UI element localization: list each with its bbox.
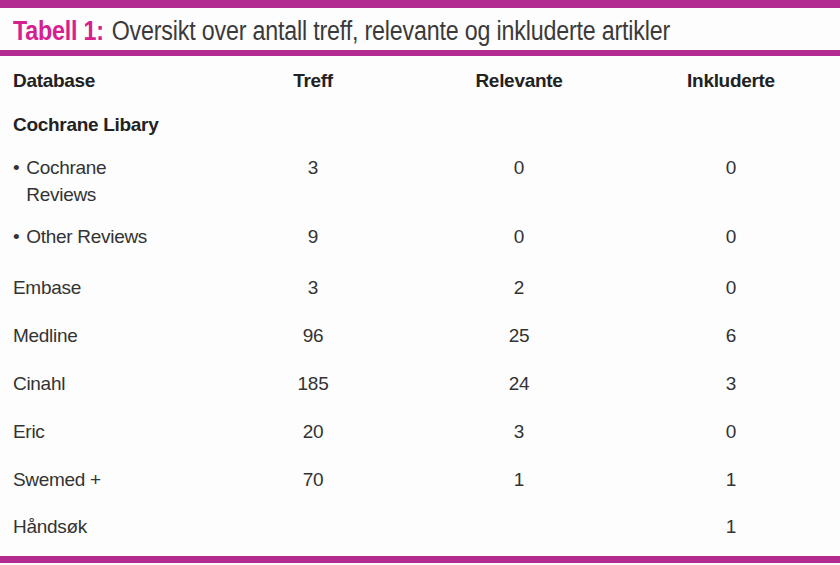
inkluderte-cell: 1 xyxy=(662,505,840,555)
table-caption-description: Oversikt over antall treff, relevante og… xyxy=(112,16,670,46)
relevante-cell: 0 xyxy=(376,146,662,215)
database-cell: Håndsøk xyxy=(0,505,250,555)
bottom-accent-bar xyxy=(0,556,840,563)
relevante-cell xyxy=(376,505,662,555)
inkluderte-cell: 0 xyxy=(662,215,840,266)
table-row-other-reviews: • Other Reviews 9 0 0 xyxy=(0,215,840,266)
relevante-cell: 1 xyxy=(376,458,662,505)
header-row: Database Treff Relevante Inkluderte xyxy=(0,56,840,103)
inkluderte-cell: 0 xyxy=(662,146,840,215)
treff-cell xyxy=(250,103,376,146)
bullet-icon: • xyxy=(13,223,19,250)
relevante-cell: 24 xyxy=(376,362,662,410)
table-row-cochrane-reviews: • Cochrane Reviews 3 0 0 xyxy=(0,146,840,215)
top-accent-bar xyxy=(0,0,840,8)
inkluderte-cell: 0 xyxy=(662,410,840,458)
table-caption: Tabell 1: Oversikt over antall treff, rel… xyxy=(0,8,840,50)
database-cell: Cochrane Libary xyxy=(0,103,250,146)
database-cell: Embase xyxy=(0,266,250,314)
table-row-swemed: Swemed + 70 1 1 xyxy=(0,458,840,505)
table-row-eric: Eric 20 3 0 xyxy=(0,410,840,458)
inkluderte-cell: 6 xyxy=(662,314,840,362)
relevante-cell xyxy=(376,103,662,146)
treff-cell: 185 xyxy=(250,362,376,410)
database-cell: Cochrane Reviews xyxy=(26,154,126,208)
table-row-embase: Embase 3 2 0 xyxy=(0,266,840,314)
relevante-cell: 0 xyxy=(376,215,662,266)
inkluderte-cell: 3 xyxy=(662,362,840,410)
paper-table-page: Tabell 1: Oversikt over antall treff, rel… xyxy=(0,0,840,565)
inkluderte-cell xyxy=(662,103,840,146)
column-header-inkluderte: Inkluderte xyxy=(662,56,840,103)
treff-cell: 3 xyxy=(250,146,376,215)
table-number-label: Tabell 1: xyxy=(13,16,104,46)
table-caption-text: Tabell 1: Oversikt over antall treff, rel… xyxy=(13,16,670,47)
bullet-icon: • xyxy=(13,154,19,181)
treff-cell: 20 xyxy=(250,410,376,458)
database-cell: Eric xyxy=(0,410,250,458)
database-cell: Medline xyxy=(0,314,250,362)
treff-cell: 96 xyxy=(250,314,376,362)
inkluderte-cell: 0 xyxy=(662,266,840,314)
table-row-cinahl: Cinahl 185 24 3 xyxy=(0,362,840,410)
table-row-medline: Medline 96 25 6 xyxy=(0,314,840,362)
column-header-relevante: Relevante xyxy=(376,56,662,103)
relevante-cell: 25 xyxy=(376,314,662,362)
relevante-cell: 2 xyxy=(376,266,662,314)
database-cell: Cinahl xyxy=(0,362,250,410)
results-table: Database Treff Relevante Inkluderte Coch… xyxy=(0,56,840,555)
table-row-handsok: Håndsøk 1 xyxy=(0,505,840,555)
database-cell: Swemed + xyxy=(0,458,250,505)
treff-cell: 9 xyxy=(250,215,376,266)
column-header-treff: Treff xyxy=(250,56,376,103)
treff-cell: 3 xyxy=(250,266,376,314)
treff-cell: 70 xyxy=(250,458,376,505)
inkluderte-cell: 1 xyxy=(662,458,840,505)
relevante-cell: 3 xyxy=(376,410,662,458)
table-row-cochrane-library: Cochrane Libary xyxy=(0,103,840,146)
database-cell: Other Reviews xyxy=(26,226,147,247)
column-header-database: Database xyxy=(0,56,250,103)
treff-cell xyxy=(250,505,376,555)
